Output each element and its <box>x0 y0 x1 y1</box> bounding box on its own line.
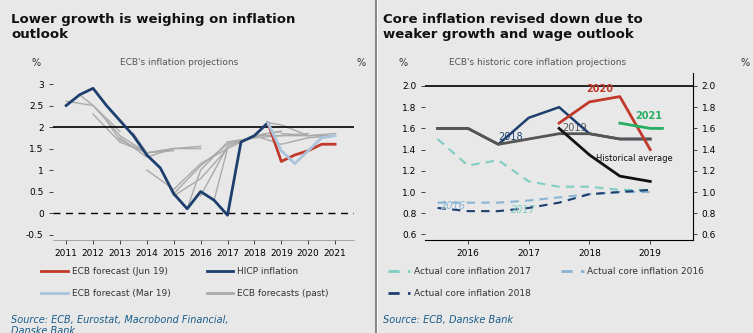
Text: Core inflation revised down due to
weaker growth and wage outlook: Core inflation revised down due to weake… <box>383 13 642 41</box>
Text: 2020: 2020 <box>587 85 614 95</box>
Text: Source: ECB, Danske Bank: Source: ECB, Danske Bank <box>383 315 513 325</box>
Text: %: % <box>32 58 41 68</box>
Text: ECB's historic core inflation projections: ECB's historic core inflation projection… <box>449 58 626 67</box>
Text: HICP inflation: HICP inflation <box>237 267 298 276</box>
Text: ECB's inflation projections: ECB's inflation projections <box>120 58 239 67</box>
Text: %: % <box>357 58 366 68</box>
Text: Historical average: Historical average <box>596 155 672 164</box>
Text: ECB forecast (Mar 19): ECB forecast (Mar 19) <box>72 288 170 298</box>
Text: 2016: 2016 <box>441 200 465 210</box>
Text: Actual core inflation 2017: Actual core inflation 2017 <box>414 267 531 276</box>
Text: Actual core inflation 2018: Actual core inflation 2018 <box>414 288 531 298</box>
Text: %: % <box>398 58 408 68</box>
Text: %: % <box>741 58 750 68</box>
Text: ECB forecast (Jun 19): ECB forecast (Jun 19) <box>72 267 167 276</box>
Text: 2021: 2021 <box>635 111 662 121</box>
Text: 2018: 2018 <box>498 132 523 142</box>
Text: Source: ECB, Eurostat, Macrobond Financial,
Danske Bank: Source: ECB, Eurostat, Macrobond Financi… <box>11 315 229 333</box>
Text: 2017: 2017 <box>511 205 535 215</box>
Text: Lower growth is weighing on inflation
outlook: Lower growth is weighing on inflation ou… <box>11 13 296 41</box>
Text: 2019: 2019 <box>562 123 587 133</box>
Text: ECB forecasts (past): ECB forecasts (past) <box>237 288 329 298</box>
Text: Actual core inflation 2016: Actual core inflation 2016 <box>587 267 704 276</box>
